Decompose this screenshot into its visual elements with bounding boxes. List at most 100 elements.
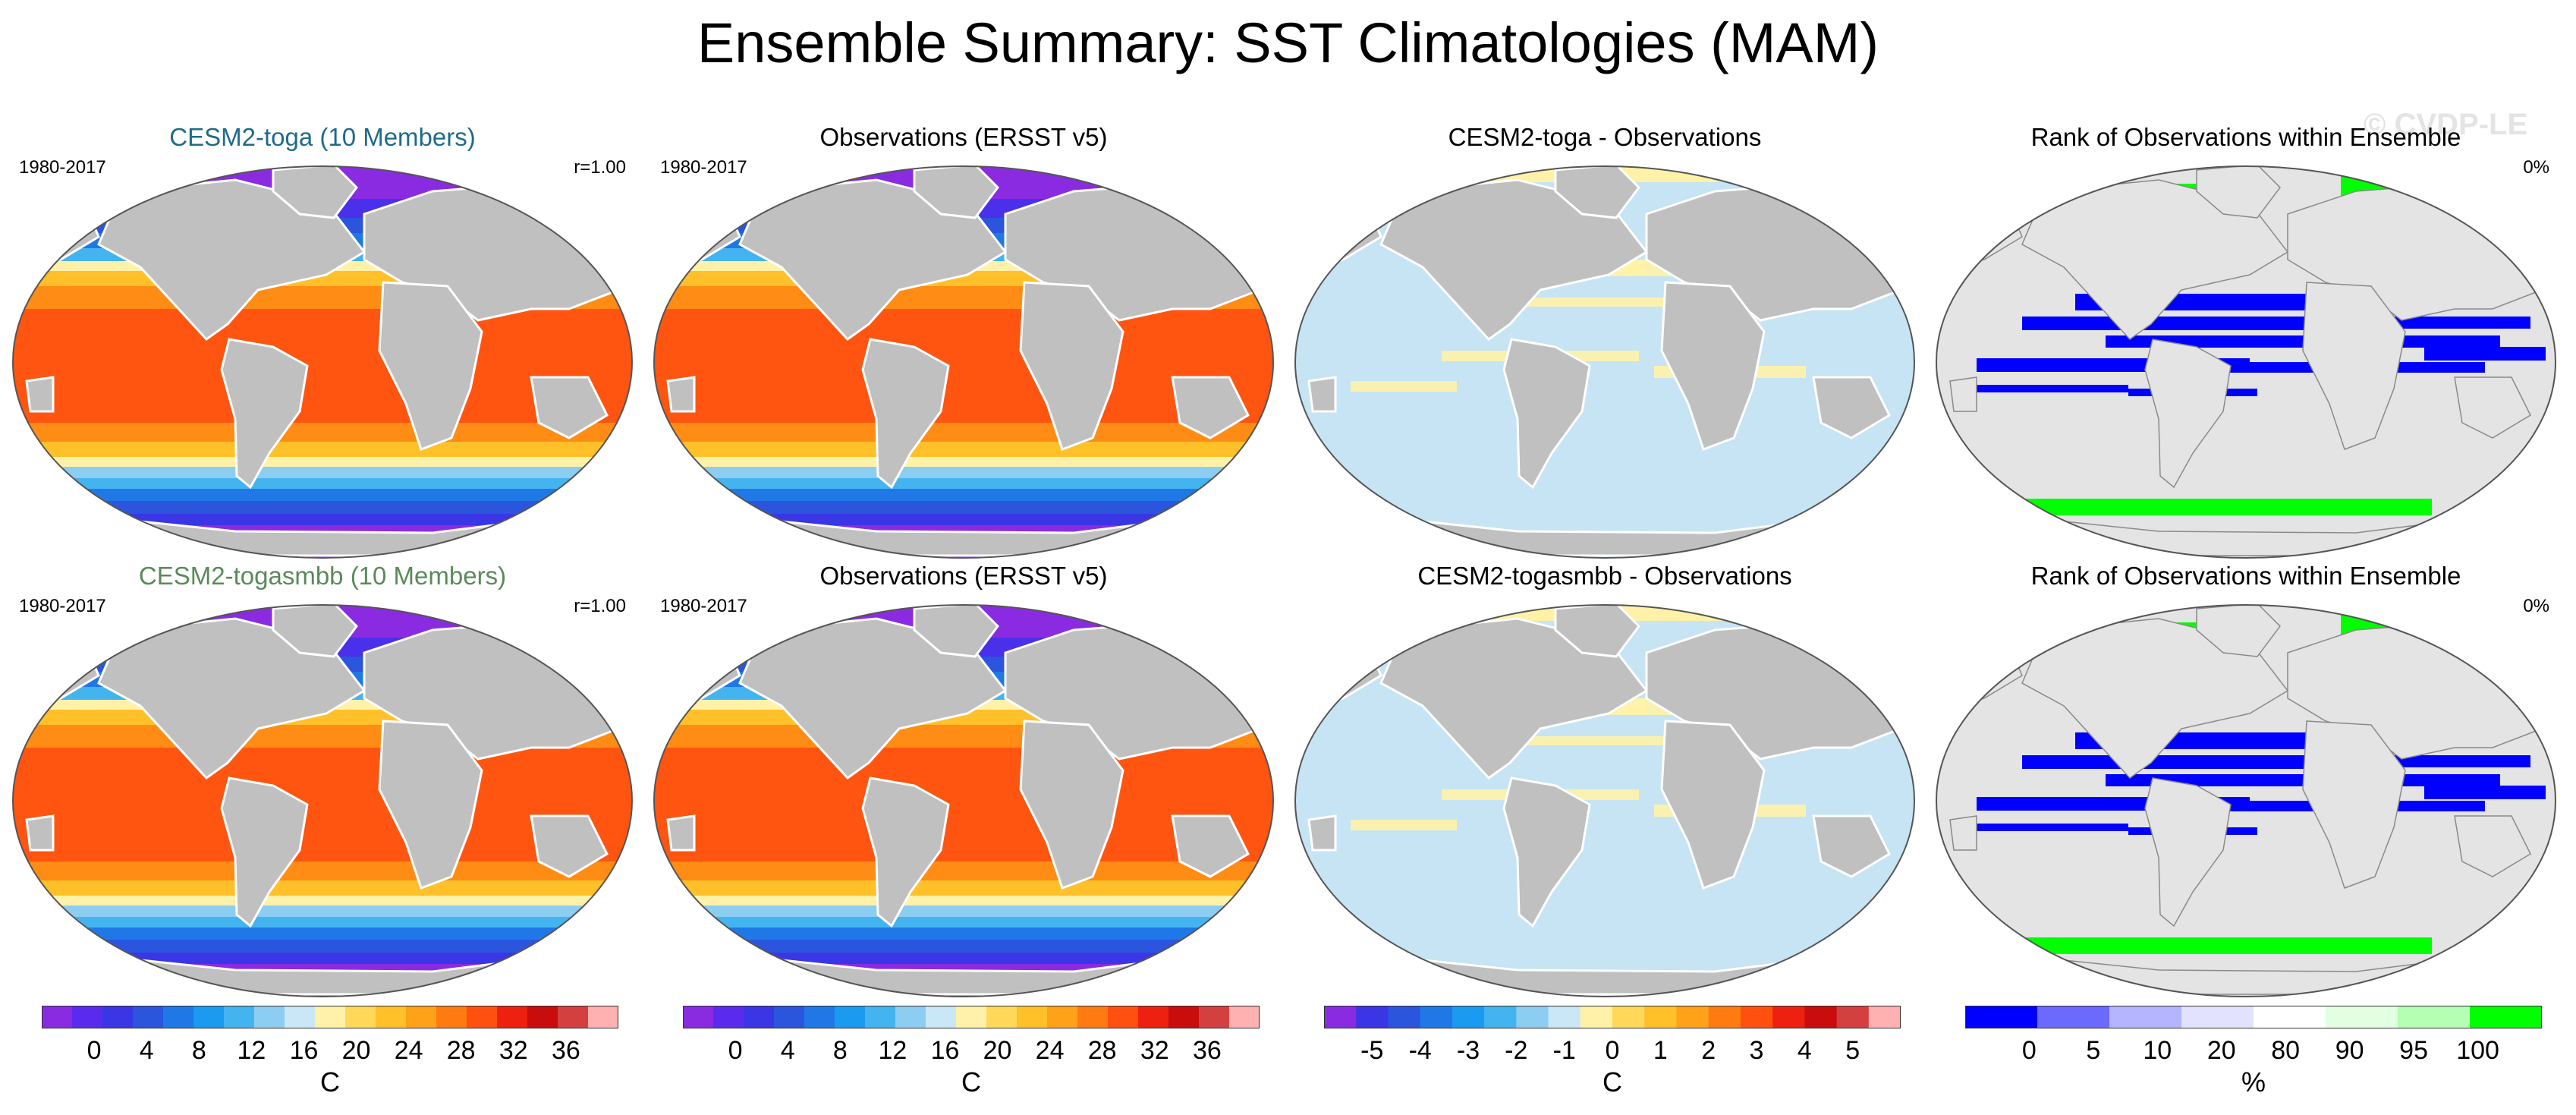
colorbar-swatch (2181, 1006, 2254, 1028)
colorbar-swatch (2470, 1006, 2543, 1028)
colorbar-labels: -5 -4 -3 -2 -1 0 1 2 3 4 5 (1324, 1036, 1901, 1074)
rank-map (1936, 604, 2556, 997)
colorbar-border (683, 1006, 1260, 1028)
colorbar-swatch (1199, 1006, 1230, 1028)
colorbar-tick-label: 24 (1035, 1036, 1065, 1065)
map-outline (1936, 604, 2556, 997)
sst-band (654, 514, 1273, 525)
rank-high-region (2462, 645, 2493, 659)
map-outline (1294, 165, 1915, 559)
rank-high-region (2007, 937, 2432, 954)
colorbar-tick-label: 36 (551, 1036, 580, 1065)
colorbar-tick-label: 28 (446, 1036, 476, 1065)
colorbar-swatch (1676, 1006, 1709, 1028)
colorbar-swatches (42, 1006, 619, 1028)
bias-stripe (1518, 298, 1669, 307)
map-panel: Observations (ERSST v5) 1980-2017 (649, 562, 1279, 1002)
land-australia-west (666, 814, 696, 852)
colorbar-swatch (163, 1006, 194, 1028)
colorbar-swatch (315, 1006, 346, 1028)
rank-low-region (1977, 824, 2128, 831)
land-australia (1812, 376, 1891, 439)
land-greenland (913, 166, 999, 219)
land-australia-west (25, 376, 55, 413)
bias-stripe (1518, 736, 1669, 745)
colorbar-swatches (1324, 1006, 1901, 1028)
land-australia (2454, 815, 2531, 877)
colorbar-border (1965, 1006, 2542, 1028)
land-south-america (1502, 776, 1591, 928)
land-africa (378, 720, 483, 890)
colorbar-swatch (1965, 1006, 2038, 1028)
colorbar-swatch (926, 1006, 957, 1028)
colorbar-labels: 0 4 8 12 16 20 24 28 32 36 (42, 1036, 618, 1074)
figure-title: Ensemble Summary: SST Climatologies (MAM… (697, 11, 1879, 74)
sst-band (654, 457, 1273, 467)
panel-title: CESM2-togasmbb - Observations (1417, 562, 1792, 590)
sst-map (12, 165, 633, 559)
colorbar-swatch (1388, 1006, 1421, 1028)
colorbar-tick-label: -5 (1360, 1036, 1384, 1065)
colorbar-tick-label: 32 (1140, 1036, 1169, 1065)
colorbar-tick-label: 8 (191, 1036, 206, 1065)
colorbar-swatch (285, 1006, 316, 1028)
land-australia (530, 376, 609, 439)
colorbar-tick-label: 20 (983, 1036, 1012, 1065)
colorbar-swatch (713, 1006, 744, 1028)
sst-band (654, 478, 1273, 489)
land-africa (2302, 282, 2406, 450)
colorbar-tick-label: -2 (1505, 1036, 1528, 1065)
colorbar-tick-label: 16 (930, 1036, 960, 1065)
colorbar-tick-label: -3 (1456, 1036, 1480, 1065)
colorbar-unit: C (961, 1066, 981, 1098)
land-south-america (220, 338, 309, 490)
sst-band (654, 861, 1273, 880)
colorbar-tick-label: 20 (2206, 1036, 2236, 1065)
map-outline (12, 165, 633, 559)
colorbar-tick-label: 1 (1653, 1036, 1668, 1065)
colorbar-labels: 0 5 10 20 80 90 95 100 (1965, 1036, 2542, 1074)
colorbar-swatch (2254, 1006, 2326, 1028)
land-australia (1812, 814, 1891, 878)
sst-band (654, 467, 1273, 478)
colorbar-unit: C (320, 1066, 340, 1098)
panel-title: CESM2-toga (10 Members) (169, 123, 476, 151)
map-outline (653, 604, 1274, 997)
panel-period: 1980-2017 (660, 596, 747, 616)
colorbar-unit: C (1603, 1066, 1622, 1098)
colorbar-swatch (895, 1006, 926, 1028)
land-australia (1171, 814, 1250, 878)
sst-band (654, 906, 1273, 917)
panel-stat: 0% (2523, 157, 2549, 178)
sst-band (654, 928, 1273, 940)
colorbar-swatch (1644, 1006, 1677, 1028)
map-outline (653, 165, 1274, 559)
colorbar-swatch (1168, 1006, 1200, 1028)
colorbar-swatch (1017, 1006, 1048, 1028)
colorbar-swatch (1484, 1006, 1517, 1028)
sst-band (13, 953, 632, 964)
colorbar-swatch (804, 1006, 835, 1028)
panel-title: Rank of Observations within Ensemble (2030, 123, 2461, 151)
colorbar-border (42, 1006, 618, 1028)
panel-period: 1980-2017 (660, 157, 747, 178)
sst-band (13, 928, 632, 940)
colorbar-swatch (1548, 1006, 1581, 1028)
land-greenland (1554, 605, 1640, 658)
sst-band (654, 489, 1273, 501)
diff-map (1294, 604, 1915, 997)
colorbar-tick-label: 5 (1845, 1036, 1860, 1065)
bias-stripe (1351, 820, 1457, 830)
map-panel: CESM2-toga - Observations (1290, 123, 1920, 563)
sst-band (13, 940, 632, 953)
land-africa (2302, 720, 2406, 889)
sst-band (13, 457, 632, 467)
sst-band (654, 917, 1273, 928)
colorbar-swatch (956, 1006, 987, 1028)
land-africa (1660, 281, 1766, 451)
colorbar-swatch (558, 1006, 589, 1028)
land-greenland (913, 605, 999, 658)
colorbar-swatch (345, 1006, 376, 1028)
sst-band (654, 953, 1273, 964)
land-africa (378, 281, 483, 451)
